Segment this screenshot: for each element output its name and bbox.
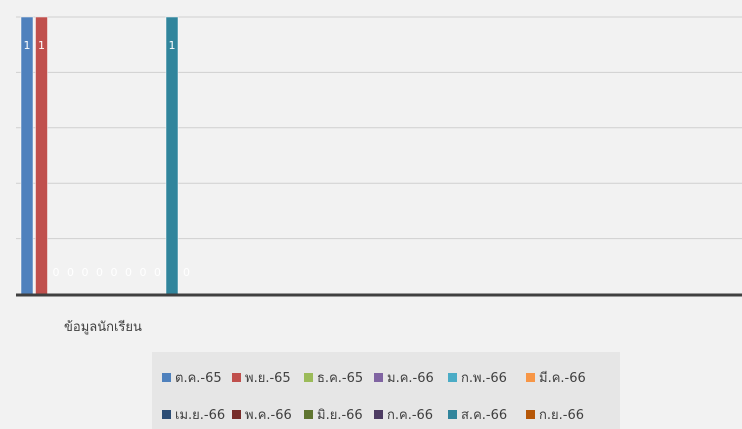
legend-label: มิ.ย.-66 — [317, 408, 363, 423]
legend-item: ก.ค.-66 — [374, 404, 433, 425]
data-label: 0 — [96, 266, 103, 279]
legend-label: ธ.ค.-65 — [317, 371, 364, 386]
legend-label: เม.ย.-66 — [175, 408, 226, 423]
legend-item: ก.ย.-66 — [526, 404, 584, 425]
data-label: 0 — [125, 266, 132, 279]
legend-swatch — [374, 410, 383, 419]
legend-item: มี.ค.-66 — [526, 367, 586, 388]
legend-item: ต.ค.-65 — [162, 367, 222, 388]
data-label: 1 — [169, 39, 176, 52]
legend-swatch — [526, 373, 535, 382]
data-label: 0 — [183, 266, 190, 279]
legend-swatch — [304, 410, 313, 419]
legend-label: พ.ย.-65 — [245, 371, 291, 386]
legend-item: ม.ค.-66 — [374, 367, 434, 388]
legend-label: ส.ค.-66 — [461, 408, 508, 423]
data-label: 0 — [111, 266, 118, 279]
data-label: 0 — [140, 266, 147, 279]
legend-item: ส.ค.-66 — [448, 404, 507, 425]
bar — [35, 16, 48, 295]
legend-swatch — [162, 373, 171, 382]
legend-swatch — [374, 373, 383, 382]
legend-item: พ.ค.-66 — [232, 404, 292, 425]
legend-swatch — [304, 373, 313, 382]
data-label: 0 — [67, 266, 74, 279]
legend-label: ก.พ.-66 — [461, 371, 507, 386]
data-label: 1 — [38, 39, 45, 52]
legend-label: มี.ค.-66 — [539, 371, 586, 386]
data-label: 0 — [82, 266, 89, 279]
legend-item: มิ.ย.-66 — [304, 404, 363, 425]
legend-label: พ.ค.-66 — [245, 408, 292, 423]
legend-item: ก.พ.-66 — [448, 367, 507, 388]
category-label: ข้อมูลนักเรียน — [64, 320, 142, 335]
legend-swatch — [232, 373, 241, 382]
data-label: 1 — [24, 39, 31, 52]
data-label: 0 — [53, 266, 60, 279]
legend-label: ก.ย.-66 — [539, 408, 584, 423]
legend-label: ม.ค.-66 — [387, 371, 434, 386]
legend-swatch — [162, 410, 171, 419]
data-label: 0 — [154, 266, 161, 279]
legend-swatch — [526, 410, 535, 419]
legend-label: ก.ค.-66 — [387, 408, 434, 423]
legend: ต.ค.-65 พ.ย.-65 ธ.ค.-65 ม.ค.-66 ก.พ.-66 มี.ค.… — [152, 352, 620, 429]
legend-swatch — [448, 410, 457, 419]
bar — [20, 16, 34, 295]
legend-swatch — [232, 410, 241, 419]
legend-item: เม.ย.-66 — [162, 404, 225, 425]
legend-label: ต.ค.-65 — [175, 371, 222, 386]
legend-swatch — [448, 373, 457, 382]
legend-item: พ.ย.-65 — [232, 367, 291, 388]
legend-item: ธ.ค.-65 — [304, 367, 363, 388]
bar — [165, 16, 179, 295]
